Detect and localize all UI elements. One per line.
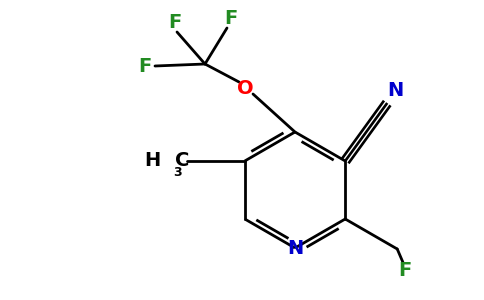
Text: F: F <box>168 13 182 32</box>
Text: F: F <box>225 8 238 28</box>
Text: N: N <box>387 82 403 100</box>
Text: 3: 3 <box>173 166 182 179</box>
Text: N: N <box>287 238 303 257</box>
Text: F: F <box>138 56 151 76</box>
Text: C: C <box>175 152 189 170</box>
Text: H: H <box>145 152 161 170</box>
Text: F: F <box>399 262 412 281</box>
Text: O: O <box>237 79 253 98</box>
